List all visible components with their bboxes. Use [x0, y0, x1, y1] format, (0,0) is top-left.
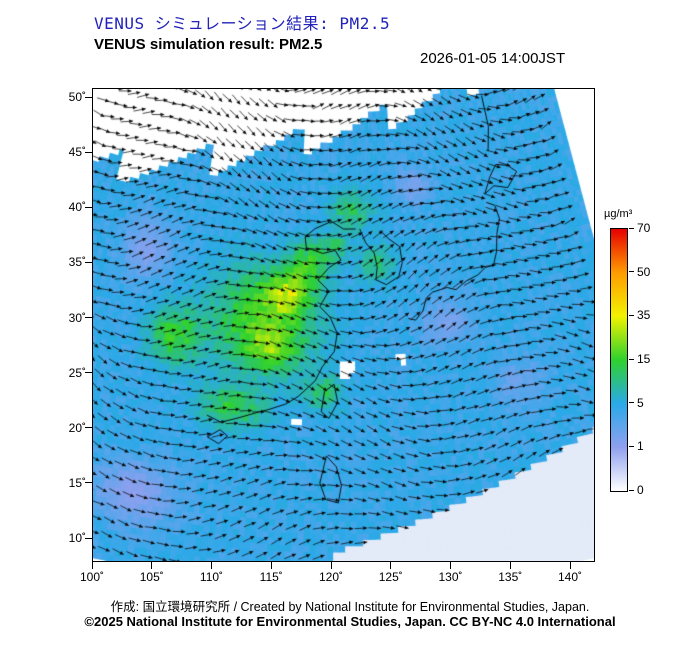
colorbar-tick-mark: [629, 314, 634, 316]
lon-tick-label: 120˚: [318, 570, 344, 584]
colorbar-unit-label: µg/m³: [604, 208, 633, 220]
lat-tick-mark: [85, 372, 92, 374]
lon-tick-mark: [390, 562, 392, 569]
lon-tick-label: 140˚: [557, 570, 583, 584]
lon-tick-label: 100˚: [79, 570, 105, 584]
lat-tick-label: 45˚: [68, 145, 86, 160]
colorbar-tick-mark: [629, 271, 634, 273]
title-english: VENUS simulation result: PM2.5: [94, 36, 323, 53]
lat-tick-mark: [85, 317, 92, 318]
lon-tick-mark: [450, 562, 451, 569]
valid-timestamp: 2026-01-05 14:00JST: [420, 50, 566, 67]
lat-tick-label: 10˚: [68, 531, 86, 545]
copyright-line: ©2025 National Institute for Environment…: [84, 614, 616, 629]
title-japanese: VENUS シミュレーション結果: PM2.5: [94, 14, 391, 33]
lat-tick-mark: [85, 96, 92, 98]
lon-tick-label: 130˚: [438, 570, 463, 584]
lat-tick-mark: [85, 261, 92, 263]
colorbar-gradient: [610, 228, 628, 492]
lon-tick-label: 105˚: [139, 570, 164, 584]
pm25-map-canvas: [93, 89, 594, 561]
colorbar-tick-label: 5: [637, 395, 644, 410]
lat-tick-mark: [85, 537, 92, 539]
lat-tick-mark: [85, 151, 92, 153]
lat-tick-label: 40˚: [68, 200, 86, 215]
lat-tick-mark: [85, 206, 92, 208]
lon-tick-mark: [509, 562, 511, 569]
colorbar-tick-label: 70: [637, 221, 651, 235]
lat-tick-label: 50˚: [68, 90, 86, 104]
credit-line-japanese: 作成: 国立環境研究所 / Created by National Instit…: [110, 600, 590, 614]
lat-tick-mark: [85, 482, 92, 484]
colorbar-tick-mark: [629, 445, 634, 447]
lon-tick-mark: [211, 562, 212, 569]
lon-tick-mark: [569, 562, 571, 569]
colorbar-tick-mark: [629, 489, 634, 491]
lon-tick-mark: [330, 562, 332, 569]
lat-tick-label: 30˚: [68, 310, 86, 325]
lon-tick-mark: [151, 562, 153, 569]
lon-tick-label: 115˚: [259, 570, 283, 584]
lon-tick-label: 110˚: [199, 570, 224, 584]
lon-tick-label: 135˚: [498, 570, 523, 584]
lat-tick-label: 15˚: [68, 475, 86, 490]
lat-tick-label: 35˚: [68, 255, 86, 270]
colorbar-tick-mark: [629, 402, 634, 404]
lat-tick-label: 25˚: [68, 365, 86, 380]
colorbar-tick-mark: [629, 358, 634, 360]
colorbar-tick-mark: [629, 227, 634, 229]
colorbar-tick-label: 50: [637, 264, 651, 279]
colorbar-tick-label: 0: [637, 483, 644, 497]
lon-tick-mark: [270, 562, 272, 569]
lat-tick-mark: [85, 427, 92, 429]
map-plot-frame: [92, 88, 595, 562]
colorbar-tick-label: 1: [637, 439, 644, 454]
colorbar-tick-label: 15: [637, 352, 651, 366]
colorbar-tick-label: 35: [637, 308, 651, 323]
lon-tick-label: 125˚: [378, 570, 403, 584]
lon-tick-mark: [91, 562, 93, 569]
lat-tick-label: 20˚: [68, 420, 86, 435]
